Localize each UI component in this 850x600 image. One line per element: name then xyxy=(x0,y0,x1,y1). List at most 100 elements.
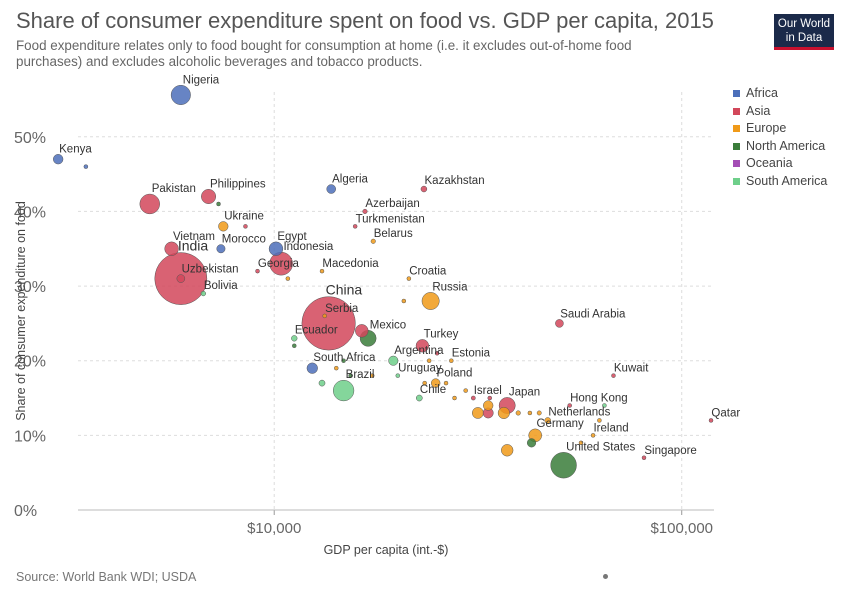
data-point[interactable] xyxy=(590,433,596,438)
point-label: Israel xyxy=(474,385,502,397)
x-tick-label: $100,000 xyxy=(650,520,713,537)
data-point[interactable] xyxy=(443,380,449,386)
data-point[interactable] xyxy=(421,292,440,310)
legend-item[interactable]: South America xyxy=(733,174,827,192)
data-point[interactable] xyxy=(463,388,468,393)
data-point[interactable] xyxy=(216,201,221,207)
y-tick-label: 0% xyxy=(14,503,37,520)
legend-label: Asia xyxy=(746,103,771,118)
data-point[interactable] xyxy=(333,379,355,402)
point-labels: Nigeria Kenya Philippines Pakistan Algeria Ka… xyxy=(59,74,740,456)
y-tick-label: 50% xyxy=(14,130,46,147)
data-point[interactable] xyxy=(567,403,572,408)
data-point[interactable] xyxy=(334,365,339,371)
data-point[interactable] xyxy=(501,444,514,457)
legend-item[interactable]: Africa xyxy=(733,86,827,104)
point-label: Algeria xyxy=(332,174,368,186)
data-point[interactable] xyxy=(369,373,375,378)
data-point[interactable] xyxy=(426,358,432,363)
data-point[interactable] xyxy=(322,313,327,319)
data-point[interactable] xyxy=(641,455,647,460)
data-point[interactable] xyxy=(406,276,412,281)
legend-item[interactable]: Oceania xyxy=(733,156,827,174)
data-point[interactable] xyxy=(550,452,577,479)
data-point[interactable] xyxy=(422,380,427,386)
data-point[interactable] xyxy=(526,438,537,448)
data-point[interactable] xyxy=(201,189,217,204)
data-point[interactable] xyxy=(544,417,551,424)
data-point[interactable] xyxy=(319,268,325,274)
y-tick-label: 20% xyxy=(14,354,46,371)
point-label: United States xyxy=(566,441,635,453)
data-point[interactable] xyxy=(306,362,318,374)
point-label: Uruguay xyxy=(398,363,442,375)
data-point[interactable] xyxy=(420,185,428,193)
data-point[interactable] xyxy=(471,395,476,401)
data-point[interactable] xyxy=(388,355,399,366)
info-dot-icon[interactable] xyxy=(603,574,608,579)
data-point[interactable] xyxy=(218,221,229,232)
owid-logo[interactable]: Our World in Data xyxy=(774,14,834,50)
point-label: Argentina xyxy=(394,345,444,357)
legend-item[interactable]: Europe xyxy=(733,121,827,139)
point-label: Ukraine xyxy=(224,211,264,223)
y-tick-label: 30% xyxy=(14,279,46,296)
data-point[interactable] xyxy=(370,238,376,244)
data-point[interactable] xyxy=(578,440,584,446)
legend-item[interactable]: Asia xyxy=(733,104,827,122)
point-label: Japan xyxy=(509,386,540,398)
point-label: Uzbekistan xyxy=(182,264,239,276)
data-point[interactable] xyxy=(395,373,401,378)
data-point[interactable] xyxy=(164,241,179,256)
data-point[interactable] xyxy=(497,406,510,419)
data-point[interactable] xyxy=(268,241,284,256)
data-point[interactable] xyxy=(326,184,336,194)
legend-item[interactable]: North America xyxy=(733,139,827,157)
data-point[interactable] xyxy=(487,395,493,401)
data-point[interactable] xyxy=(472,407,484,419)
data-point[interactable] xyxy=(362,208,368,214)
data-point[interactable] xyxy=(83,164,89,169)
data-point[interactable] xyxy=(292,343,297,349)
point-label: Hong Kong xyxy=(570,393,628,405)
data-point[interactable] xyxy=(255,268,260,274)
data-point[interactable] xyxy=(452,395,457,401)
data-point[interactable] xyxy=(527,410,533,416)
data-point[interactable] xyxy=(200,290,206,297)
data-point[interactable] xyxy=(352,224,358,229)
point-label: Bolivia xyxy=(204,280,238,292)
data-point[interactable] xyxy=(355,324,369,338)
data-point[interactable] xyxy=(285,276,291,281)
data-point[interactable] xyxy=(139,193,160,215)
data-point[interactable] xyxy=(176,274,186,283)
data-point[interactable] xyxy=(170,85,191,105)
data-point[interactable] xyxy=(243,224,248,229)
data-point[interactable] xyxy=(515,410,521,416)
data-point[interactable] xyxy=(434,351,440,356)
axes: 0% 10% 20% 30% 40% 50% $10,000 $100,000 GDP per … xyxy=(14,130,714,557)
data-point[interactable] xyxy=(341,358,346,363)
data-point[interactable] xyxy=(291,335,298,342)
data-point[interactable] xyxy=(536,410,542,416)
data-point[interactable] xyxy=(415,339,430,353)
data-point[interactable] xyxy=(53,154,64,165)
data-point[interactable] xyxy=(602,403,607,408)
data-point[interactable] xyxy=(483,400,494,411)
point-label: Russia xyxy=(432,281,468,293)
data-point[interactable] xyxy=(597,418,602,423)
data-point[interactable] xyxy=(415,394,423,402)
data-point[interactable] xyxy=(708,418,714,423)
data-point[interactable] xyxy=(318,379,326,387)
data-point[interactable] xyxy=(555,319,564,328)
y-tick-label: 10% xyxy=(14,428,46,445)
data-point[interactable] xyxy=(430,378,441,388)
data-point[interactable] xyxy=(611,373,616,378)
data-point[interactable] xyxy=(449,358,454,363)
point-label: Philippines xyxy=(210,178,266,190)
data-point[interactable] xyxy=(348,373,353,378)
data-point[interactable] xyxy=(216,244,226,254)
data-point[interactable] xyxy=(401,298,407,304)
legend-label: South America xyxy=(746,173,828,188)
data-point[interactable] xyxy=(301,296,356,351)
